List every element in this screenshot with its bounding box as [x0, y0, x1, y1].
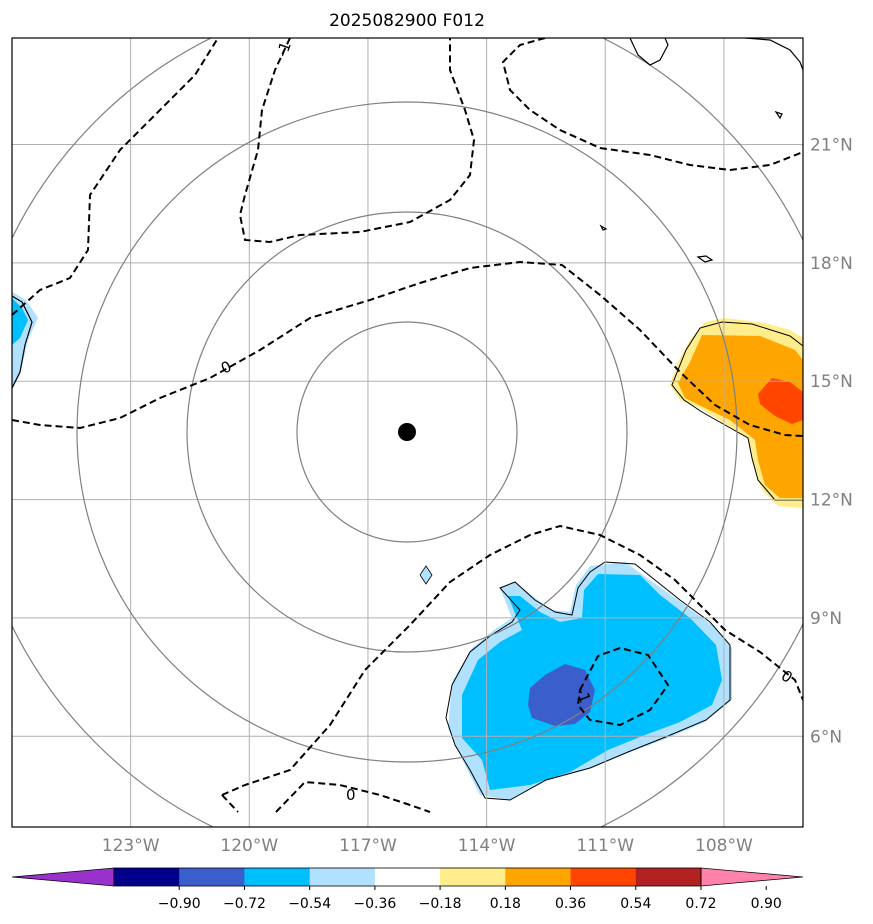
contour-west: [12, 38, 219, 316]
colorbar-extend-low: [11, 867, 115, 887]
colorbar-tick-label: −0.18: [419, 896, 462, 912]
colorbar: [11, 867, 804, 887]
lon-tick-label: 114°W: [458, 836, 516, 856]
shade-south-royal: [528, 664, 595, 726]
colorbar-segment: [374, 868, 441, 886]
longitude-labels: 123°W 120°W 117°W 114°W 111°W 108°W: [102, 836, 753, 856]
colorbar-tick-label: −0.54: [288, 896, 331, 912]
lon-tick-label: 117°W: [339, 836, 397, 856]
shade-small-diamond: [419, 565, 433, 585]
colorbar-tick-label: −0.90: [158, 896, 201, 912]
colorbar-segment: [244, 868, 311, 886]
colorbar-frame: [113, 867, 702, 887]
contour-label: -1: [572, 685, 594, 705]
range-rings: [12, 38, 803, 827]
storm-center-marker: [398, 423, 416, 441]
colorbar-segment: [440, 868, 506, 886]
colorbar-segment: [309, 868, 376, 886]
contour-label: 0: [346, 786, 356, 804]
colorbar-tick-label: −0.36: [353, 896, 396, 912]
contour-label: -1: [273, 39, 295, 59]
shade-west-blue: [12, 298, 28, 345]
map-frame: [11, 37, 804, 828]
contour-northeast: [501, 38, 803, 172]
island-rocks: [696, 255, 714, 263]
colorbar-segment: [179, 868, 245, 886]
contour-south-tail: [221, 780, 431, 813]
lat-tick-label: 6°N: [810, 727, 842, 747]
lon-tick-label: 108°W: [695, 836, 753, 856]
colorbar-tick-label: 0.18: [490, 896, 521, 912]
contour-minus-one-loop: [576, 646, 670, 727]
colorbar-tick-label: −0.72: [223, 896, 266, 912]
colorbar-tick-label: 0.54: [620, 896, 651, 912]
latitude-labels: 21°N 18°N 15°N 12°N 9°N 6°N: [810, 136, 853, 748]
lat-tick-label: 15°N: [810, 372, 853, 392]
island-clarion: [599, 224, 608, 231]
contour-zero-middle: [12, 260, 803, 437]
dashed-contours: [12, 38, 803, 813]
shade-east-red: [758, 378, 803, 424]
coastlines: [12, 38, 803, 389]
lat-tick-label: 18°N: [810, 254, 853, 274]
colorbar-segment: [114, 868, 180, 886]
range-ring-1: [296, 321, 518, 543]
lon-tick-label: 123°W: [102, 836, 160, 856]
island-socorro: [774, 110, 783, 120]
colorbar-tick-labels: −0.90 −0.72 −0.54 −0.36 −0.18 0.18 0.36 0.54 0.7…: [158, 886, 782, 912]
colorbar-tick-label: 0.72: [685, 896, 716, 912]
contour-north-loop: [238, 38, 476, 244]
colorbar-tick-label: 0.90: [751, 896, 782, 912]
shade-south-outline: [445, 561, 731, 801]
coastline-baja: [629, 38, 669, 66]
map-area: -1 0 0 0 -1: [12, 38, 803, 827]
chart-title: 2025082900 F012: [329, 11, 485, 31]
colorbar-segment: [505, 868, 572, 886]
colorbar-extend-high: [700, 867, 804, 887]
lon-tick-label: 120°W: [220, 836, 278, 856]
colorbar-segment: [570, 868, 637, 886]
range-ring-2: [186, 211, 628, 653]
island-west: [12, 295, 33, 389]
range-ring-3: [76, 101, 738, 763]
coastline-mainland: [744, 38, 803, 71]
lat-tick-label: 21°N: [810, 136, 853, 156]
lon-tick-label: 111°W: [576, 836, 634, 856]
contour-zero-south: [221, 524, 803, 796]
lat-tick-label: 12°N: [810, 491, 853, 511]
lat-tick-label: 9°N: [810, 609, 842, 629]
colorbar-tick-label: 0.36: [555, 896, 586, 912]
colorbar-segment: [635, 868, 702, 886]
shade-east-orange: [678, 335, 803, 498]
